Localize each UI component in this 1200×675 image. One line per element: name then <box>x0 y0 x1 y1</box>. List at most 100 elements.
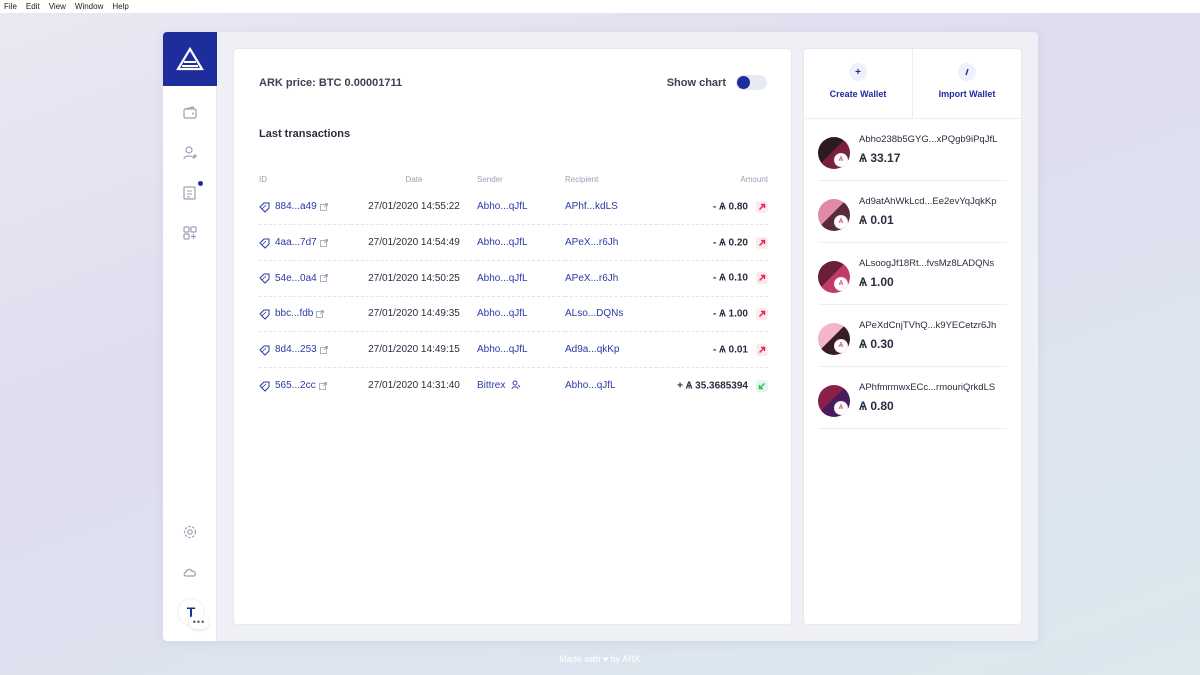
tx-sender[interactable]: Abho...qJfL <box>477 344 528 356</box>
tag-icon <box>259 381 270 392</box>
sidebar-item-settings[interactable] <box>180 522 200 542</box>
tx-id[interactable]: 884...a49 <box>275 201 317 213</box>
tx-id-cell[interactable]: 884...a49 <box>259 189 351 226</box>
tx-id[interactable]: 4aa...7d7 <box>275 237 317 249</box>
menu-file[interactable]: File <box>4 2 17 11</box>
tx-id-cell[interactable]: bbc...fdb <box>259 296 351 333</box>
menu-edit[interactable]: Edit <box>25 2 40 11</box>
sidebar-item-network[interactable] <box>180 562 200 582</box>
table-row[interactable]: 565...2cc 27/01/2020 14:31:40 Bittrex Abho.… <box>259 367 768 403</box>
tx-recipient-cell[interactable]: ALso...DQNs <box>565 296 657 333</box>
tx-id-cell[interactable]: 4aa...7d7 <box>259 224 351 261</box>
ark-logo-icon <box>176 47 204 71</box>
tx-date: 27/01/2020 14:49:15 <box>351 331 477 368</box>
external-link-icon[interactable] <box>319 345 328 354</box>
sidebar-item-news[interactable] <box>180 181 203 203</box>
tx-recipient[interactable]: APeX...r6Jh <box>565 272 619 284</box>
column-date[interactable]: Date <box>405 174 423 184</box>
table-row[interactable]: 8d4...253 27/01/2020 14:49:15 Abho...qJfL A… <box>259 331 768 368</box>
tx-amount: - Ѧ 0.80 <box>712 201 748 213</box>
external-link-icon[interactable] <box>319 202 328 211</box>
tag-icon <box>259 345 270 356</box>
arrow-up-right-icon <box>756 307 768 320</box>
wallet-item[interactable]: Ѧ Abho238b5GYG...xPQgb9iPqJfL Ѧ 33.17 <box>818 119 1007 181</box>
tx-id-cell[interactable]: 8d4...253 <box>259 331 351 368</box>
wallet-item[interactable]: Ѧ ALsoogJf18Rt...fvsMz8LADQNs Ѧ 1.00 <box>818 243 1007 305</box>
tx-recipient[interactable]: APeX...r6Jh <box>565 237 619 249</box>
wallet-address: Ad9atAhWkLcd...Ee2evYqJqkKp <box>859 196 997 207</box>
sidebar-item-contacts[interactable] <box>180 143 200 163</box>
wallet-item[interactable]: Ѧ Ad9atAhWkLcd...Ee2evYqJqkKp Ѧ 0.01 <box>818 181 1007 243</box>
tx-recipient[interactable]: Abho...qJfL <box>565 380 616 392</box>
column-sender[interactable]: Sender <box>477 174 503 184</box>
tx-sender-cell[interactable]: Abho...qJfL <box>477 224 565 261</box>
menu-help[interactable]: Help <box>112 2 129 11</box>
wallet-item[interactable]: Ѧ APhfmrmwxECc...rmouriQrkdLS Ѧ 0.80 <box>818 367 1007 429</box>
external-link-icon[interactable] <box>318 381 327 390</box>
external-link-icon[interactable] <box>319 274 328 283</box>
tx-recipient-cell[interactable]: APeX...r6Jh <box>565 224 657 261</box>
sidebar-item-plugins[interactable] <box>180 223 200 243</box>
column-id[interactable]: ID <box>259 174 267 184</box>
column-recipient[interactable]: Recipient <box>565 174 599 184</box>
arrow-up-right-icon <box>756 236 768 249</box>
sidebar: T ••• <box>163 32 217 641</box>
tx-recipient[interactable]: ALso...DQNs <box>565 308 624 320</box>
tx-sender[interactable]: Abho...qJfL <box>477 272 528 284</box>
app-window: T ••• ARK price: BTC 0.00001711 Show cha… <box>163 32 1038 641</box>
tx-sender-cell[interactable]: Abho...qJfL <box>477 189 565 226</box>
tx-amount-cell: - Ѧ 0.20 <box>657 224 768 261</box>
import-wallet-button[interactable]: Import Wallet <box>913 49 1021 118</box>
tx-sender-cell[interactable]: Bittrex <box>477 367 565 403</box>
wallet-address: ALsoogJf18Rt...fvsMz8LADQNs <box>859 258 995 269</box>
sidebar-item-wallets[interactable] <box>180 103 200 123</box>
table-row[interactable]: 4aa...7d7 27/01/2020 14:54:49 Abho...qJfL A… <box>259 224 768 261</box>
tx-sender[interactable]: Abho...qJfL <box>477 201 528 213</box>
delegate-icon <box>511 380 521 390</box>
arrow-up-right-icon <box>756 343 768 356</box>
tx-id-cell[interactable]: 54e...0a4 <box>259 260 351 297</box>
show-chart-label: Show chart <box>666 76 726 89</box>
tx-sender-cell[interactable]: Abho...qJfL <box>477 260 565 297</box>
tx-id[interactable]: 54e...0a4 <box>275 272 317 284</box>
tx-recipient-cell[interactable]: Abho...qJfL <box>565 367 657 403</box>
tx-recipient[interactable]: APhf...kdLS <box>565 201 618 213</box>
tx-amount: + Ѧ 35.3685394 <box>677 380 748 392</box>
show-chart-control: Show chart <box>667 75 767 90</box>
external-link-icon[interactable] <box>319 238 328 247</box>
profile-menu-button[interactable]: ••• <box>189 615 209 629</box>
os-menubar: File Edit View Window Help <box>0 0 1200 13</box>
ark-logo[interactable] <box>163 32 217 86</box>
last-transactions-title: Last transactions <box>259 128 351 140</box>
tx-id-cell[interactable]: 565...2cc <box>259 367 351 403</box>
table-row[interactable]: 884...a49 27/01/2020 14:55:22 Abho...qJfL A… <box>259 189 768 226</box>
tx-id[interactable]: bbc...fdb <box>275 308 314 320</box>
wallet-actions: + Create Wallet Import Wallet <box>804 49 1021 119</box>
tx-id[interactable]: 565...2cc <box>275 380 316 392</box>
tx-sender[interactable]: Abho...qJfL <box>477 308 528 320</box>
wallet-item[interactable]: Ѧ APeXdCnjTVhQ...k9YECetzr6Jh Ѧ 0.30 <box>818 305 1007 367</box>
tag-icon <box>259 309 270 320</box>
show-chart-toggle[interactable] <box>736 75 767 90</box>
tx-sender[interactable]: Abho...qJfL <box>477 237 528 249</box>
arrow-up-right-icon <box>756 200 768 213</box>
ark-price: ARK price: BTC 0.00001711 <box>259 77 403 89</box>
external-link-icon[interactable] <box>316 310 325 318</box>
tag-icon <box>259 202 270 213</box>
create-wallet-button[interactable]: + Create Wallet <box>804 49 913 118</box>
tx-recipient-cell[interactable]: APhf...kdLS <box>565 189 657 226</box>
table-row[interactable]: 54e...0a4 27/01/2020 14:50:25 Abho...qJfL A… <box>259 260 768 297</box>
table-row[interactable]: bbc...fdb 27/01/2020 14:49:35 Abho...qJfL A… <box>259 296 768 333</box>
tx-sender[interactable]: Bittrex <box>477 380 506 392</box>
cloud-icon <box>183 568 196 577</box>
tx-recipient[interactable]: Ad9a...qkKp <box>565 344 620 356</box>
tx-sender-cell[interactable]: Abho...qJfL <box>477 296 565 333</box>
tx-id[interactable]: 8d4...253 <box>275 344 317 356</box>
tx-recipient-cell[interactable]: Ad9a...qkKp <box>565 331 657 368</box>
column-amount[interactable]: Amount <box>740 174 768 184</box>
tx-recipient-cell[interactable]: APeX...r6Jh <box>565 260 657 297</box>
wallet-avatar: Ѧ <box>818 198 850 231</box>
menu-window[interactable]: Window <box>74 2 104 11</box>
tx-sender-cell[interactable]: Abho...qJfL <box>477 331 565 368</box>
menu-view[interactable]: View <box>48 2 66 11</box>
